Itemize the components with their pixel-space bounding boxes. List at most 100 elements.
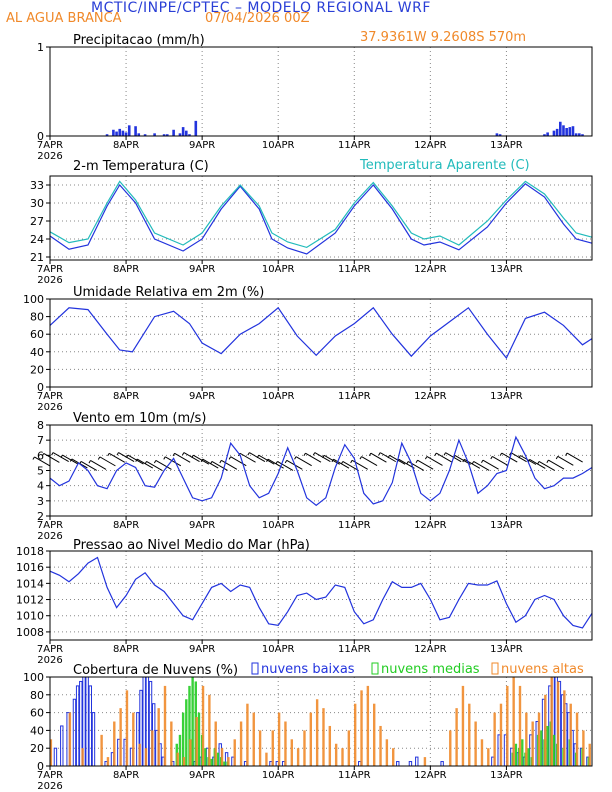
temp-y-tick-label: 21 bbox=[30, 251, 44, 264]
coordinates-label: 37.9361W 9.2608S 570m bbox=[360, 30, 527, 45]
precip-x-year-label: 2026 bbox=[37, 151, 62, 162]
wind-y-tick-label: 5 bbox=[37, 465, 44, 478]
wind-barb-flag bbox=[266, 458, 269, 463]
cloud-legend-label: nuvens altas bbox=[501, 662, 584, 677]
clouds-x-tick-label: 11APR bbox=[338, 770, 371, 781]
cloud-high-bar bbox=[544, 694, 547, 766]
cloud-mid-bar bbox=[197, 712, 201, 766]
temp-y-tick-label: 24 bbox=[30, 233, 44, 246]
cloud-high-bar bbox=[480, 739, 484, 766]
cloud-high-bar bbox=[474, 721, 477, 766]
precip-bar bbox=[568, 127, 572, 136]
cloud-high-bar bbox=[113, 721, 116, 766]
wind-barb-flag bbox=[200, 458, 204, 462]
temp-series-line bbox=[49, 183, 593, 255]
cloud-mid-bar bbox=[216, 752, 220, 766]
wind-barb-flag bbox=[518, 455, 521, 459]
wind-barb-flag bbox=[107, 453, 110, 457]
pres-plot-frame bbox=[49, 550, 593, 641]
rh-x-tick-label: 10APR bbox=[262, 391, 295, 402]
wind-barb-flag bbox=[490, 456, 493, 460]
wind-barb bbox=[90, 460, 107, 470]
cloud-high-bar bbox=[347, 730, 351, 766]
precip-x-tick-label: 11APR bbox=[338, 140, 371, 151]
wind-barb-flag bbox=[32, 456, 35, 460]
pres-y-tick-label: 1010 bbox=[16, 610, 44, 623]
pres-x-year-label: 2026 bbox=[37, 655, 62, 666]
clouds-y-tick-label: 20 bbox=[30, 742, 44, 755]
wind-barb-flag bbox=[555, 456, 559, 460]
wind-x-tick-label: 9APR bbox=[189, 520, 215, 531]
rh-y-tick-label: 20 bbox=[30, 363, 44, 376]
cloud-high-bar bbox=[487, 748, 490, 766]
cloud-mid-bar bbox=[191, 677, 194, 766]
rh-x-tick-label: 12APR bbox=[414, 391, 447, 402]
rh-y-tick-label: 80 bbox=[30, 311, 44, 324]
wind-panel-title: Vento em 10m (m/s) bbox=[73, 411, 206, 426]
pres-panel-title: Pressao ao Nivel Medio do Mar (hPa) bbox=[73, 538, 310, 553]
wind-barb-flag bbox=[51, 452, 54, 456]
precip-plot-frame bbox=[49, 46, 593, 137]
precip-bar bbox=[124, 132, 128, 136]
cloud-high-bar bbox=[125, 690, 129, 766]
wind-barb-flag bbox=[471, 461, 475, 465]
cloud-low-bar bbox=[72, 698, 77, 767]
cloud-high-bar bbox=[106, 757, 110, 766]
precip-bar bbox=[498, 134, 502, 136]
cloud-low-bar bbox=[415, 756, 419, 767]
temp-x-tick-label: 12APR bbox=[414, 264, 447, 275]
cloud-low-bar bbox=[408, 761, 413, 767]
cloud-low-bar bbox=[60, 725, 64, 767]
cloud-mid-bar bbox=[552, 734, 556, 766]
temp-x-year-label: 2026 bbox=[37, 275, 62, 286]
cloud-mid-bar bbox=[188, 685, 191, 766]
run-datetime: 07/04/2026 00Z bbox=[205, 11, 310, 26]
wind-barb-flag bbox=[228, 456, 232, 460]
pres-y-tick-label: 1016 bbox=[16, 561, 44, 574]
cloud-high-bar bbox=[563, 690, 566, 766]
wind-barb bbox=[361, 456, 378, 467]
precip-bar bbox=[574, 133, 578, 136]
clouds-x-tick-label: 13APR bbox=[490, 770, 523, 781]
precip-x-tick-label: 10APR bbox=[262, 140, 295, 151]
precip-bar bbox=[562, 125, 565, 136]
pres-x-tick-label: 8APR bbox=[113, 644, 139, 655]
temp-x-tick-label: 7APR bbox=[37, 264, 63, 275]
cloud-high-bar bbox=[290, 739, 293, 766]
rh-plot-frame bbox=[49, 298, 593, 388]
cloud-high-bar bbox=[588, 743, 591, 766]
precip-bar bbox=[178, 133, 182, 136]
rh-y-tick-label: 60 bbox=[30, 328, 44, 341]
cloud-mid-bar bbox=[178, 734, 182, 766]
cloud-legend-swatch bbox=[371, 662, 379, 675]
wind-y-tick-label: 2 bbox=[37, 510, 44, 523]
wind-barb-flag bbox=[275, 461, 278, 465]
cloud-high-bar bbox=[392, 748, 395, 766]
wind-x-tick-label: 8APR bbox=[113, 520, 139, 531]
cloud-high-bar bbox=[119, 708, 122, 766]
wind-barb bbox=[295, 456, 312, 467]
cloud-high-bar bbox=[68, 712, 72, 766]
wind-barb bbox=[211, 460, 228, 471]
precip-bar bbox=[137, 133, 141, 136]
cloud-low-bar bbox=[88, 685, 93, 767]
precip-bar bbox=[188, 134, 191, 136]
wind-barb-flag bbox=[378, 452, 381, 456]
wind-y-tick-label: 7 bbox=[37, 434, 44, 447]
cloud-high-bar bbox=[385, 739, 389, 766]
cloud-mid-bar bbox=[527, 748, 530, 766]
precip-bar bbox=[559, 121, 562, 136]
wind-barb bbox=[520, 455, 537, 465]
cloud-mid-bar bbox=[514, 743, 518, 766]
precip-panel-title: Precipitacao (mm/h) bbox=[73, 33, 205, 48]
clouds-panel-title: Cobertura de Nuvens (%) bbox=[73, 663, 238, 678]
wind-barb-flag bbox=[153, 460, 157, 464]
temp-x-tick-label: 11APR bbox=[338, 264, 371, 275]
temp-x-tick-label: 10APR bbox=[262, 264, 295, 275]
precip-y-tick-label: 0 bbox=[37, 130, 44, 143]
cloud-high-bar bbox=[506, 685, 509, 766]
wind-barb-flag bbox=[481, 459, 484, 464]
pres-y-tick-label: 1012 bbox=[16, 594, 44, 607]
wind-barb-flag bbox=[191, 454, 194, 458]
